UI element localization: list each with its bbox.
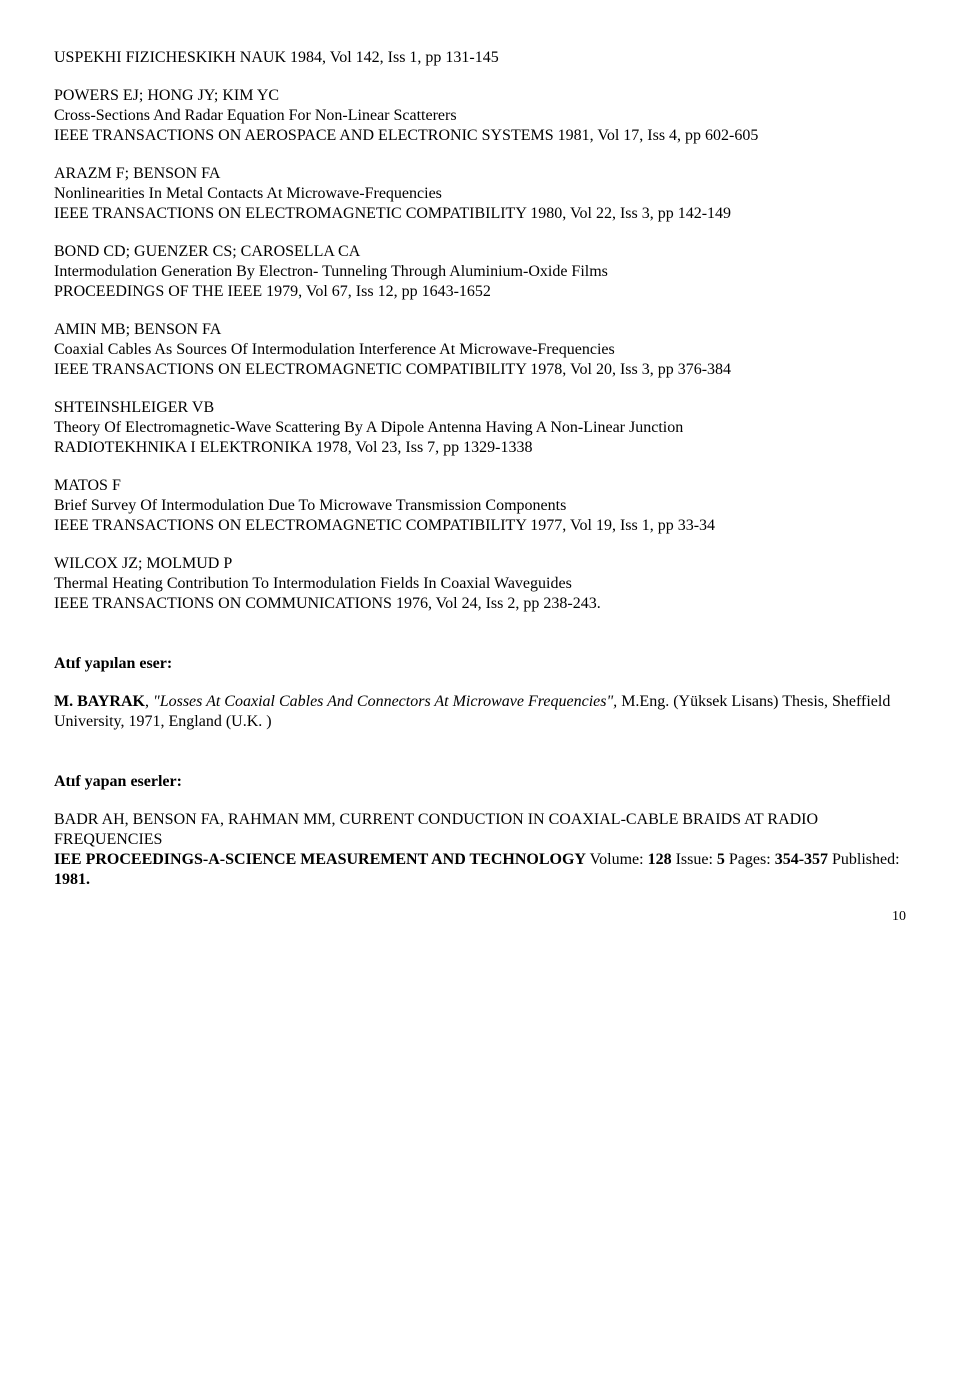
cited-author: M. BAYRAK xyxy=(54,693,145,710)
reference-source: USPEKHI FIZICHESKIKH NAUK 1984, Vol 142,… xyxy=(54,48,906,68)
reference-entry: POWERS EJ; HONG JY; KIM YC Cross-Section… xyxy=(54,86,906,146)
quote-open: " xyxy=(153,693,160,710)
reference-title: Cross-Sections And Radar Equation For No… xyxy=(54,106,906,126)
reference-source: RADIOTEKHNIKA I ELEKTRONIKA 1978, Vol 23… xyxy=(54,438,906,458)
reference-title: Brief Survey Of Intermodulation Due To M… xyxy=(54,496,906,516)
reference-authors: ARAZM F; BENSON FA xyxy=(54,164,906,184)
reference-authors: SHTEINSHLEIGER VB xyxy=(54,398,906,418)
reference-title: Nonlinearities In Metal Contacts At Micr… xyxy=(54,184,906,204)
reference-entry: MATOS F Brief Survey Of Intermodulation … xyxy=(54,476,906,536)
separator: , xyxy=(145,693,153,710)
reference-entry: AMIN MB; BENSON FA Coaxial Cables As Sou… xyxy=(54,320,906,380)
reference-entry: SHTEINSHLEIGER VB Theory Of Electromagne… xyxy=(54,398,906,458)
reference-source: IEEE TRANSACTIONS ON AEROSPACE AND ELECT… xyxy=(54,126,906,146)
published-label: Published: xyxy=(828,851,900,868)
issue-label: Issue: xyxy=(672,851,717,868)
volume-value: 128 xyxy=(648,851,672,868)
page-number: 10 xyxy=(54,908,906,926)
reference-source: IEEE TRANSACTIONS ON ELECTROMAGNETIC COM… xyxy=(54,360,906,380)
reference-source: PROCEEDINGS OF THE IEEE 1979, Vol 67, Is… xyxy=(54,282,906,302)
reference-entry: BOND CD; GUENZER CS; CAROSELLA CA Interm… xyxy=(54,242,906,302)
reference-authors: BOND CD; GUENZER CS; CAROSELLA CA xyxy=(54,242,906,262)
issue-value: 5 xyxy=(717,851,725,868)
published-value: 1981. xyxy=(54,871,90,888)
reference-title: Thermal Heating Contribution To Intermod… xyxy=(54,574,906,594)
reference-title: Theory Of Electromagnetic-Wave Scatterin… xyxy=(54,418,906,438)
section-heading-cited-work: Atıf yapılan eser: xyxy=(54,654,906,674)
reference-entry: ARAZM F; BENSON FA Nonlinearities In Met… xyxy=(54,164,906,224)
citing-journal: IEE PROCEEDINGS-A-SCIENCE MEASUREMENT AN… xyxy=(54,851,586,868)
volume-label: Volume: xyxy=(586,851,648,868)
reference-authors: MATOS F xyxy=(54,476,906,496)
reference-authors: WILCOX JZ; MOLMUD P xyxy=(54,554,906,574)
citing-authors: BADR AH, BENSON FA, RAHMAN MM, xyxy=(54,811,340,828)
reference-source: IEEE TRANSACTIONS ON COMMUNICATIONS 1976… xyxy=(54,594,906,614)
cited-work: M. BAYRAK, "Losses At Coaxial Cables And… xyxy=(54,692,906,732)
reference-entry: WILCOX JZ; MOLMUD P Thermal Heating Cont… xyxy=(54,554,906,614)
reference-authors: AMIN MB; BENSON FA xyxy=(54,320,906,340)
pages-label: Pages: xyxy=(725,851,775,868)
reference-entry: USPEKHI FIZICHESKIKH NAUK 1984, Vol 142,… xyxy=(54,48,906,68)
pages-value: 354-357 xyxy=(775,851,828,868)
reference-source: IEEE TRANSACTIONS ON ELECTROMAGNETIC COM… xyxy=(54,204,906,224)
reference-title: Coaxial Cables As Sources Of Intermodula… xyxy=(54,340,906,360)
section-heading-citing-works: Atıf yapan eserler: xyxy=(54,772,906,792)
cited-title: Losses At Coaxial Cables And Connectors … xyxy=(160,693,622,710)
reference-title: Intermodulation Generation By Electron- … xyxy=(54,262,906,282)
reference-authors: POWERS EJ; HONG JY; KIM YC xyxy=(54,86,906,106)
citing-work-entry: BADR AH, BENSON FA, RAHMAN MM, CURRENT C… xyxy=(54,810,906,890)
reference-source: IEEE TRANSACTIONS ON ELECTROMAGNETIC COM… xyxy=(54,516,906,536)
